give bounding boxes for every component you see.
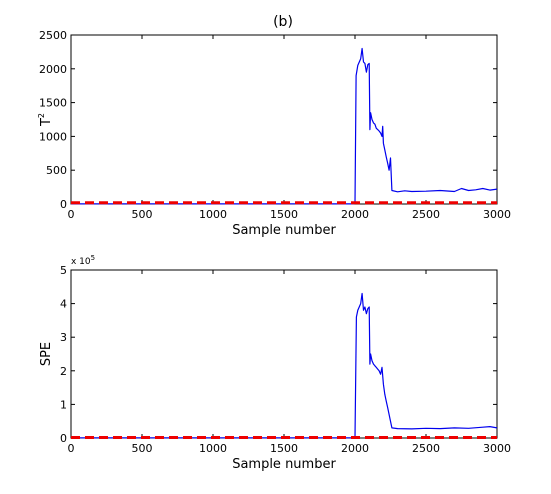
y-axis-label-text: SPE bbox=[39, 342, 54, 366]
x-tick-label: 3000 bbox=[483, 442, 511, 455]
y-tick-label: 1 bbox=[60, 398, 67, 411]
y-tick-label: 1000 bbox=[39, 130, 67, 143]
y-tick-label: 0 bbox=[60, 432, 67, 445]
axes-box bbox=[70, 269, 498, 439]
x-tick-label: 2500 bbox=[412, 442, 440, 455]
x-tick-label: 2500 bbox=[412, 208, 440, 221]
y-tick-label: 2500 bbox=[39, 29, 67, 42]
y-tick-label: 3 bbox=[60, 331, 67, 344]
x-axis-label: Sample number bbox=[232, 223, 336, 238]
y-tick-label: 500 bbox=[46, 164, 67, 177]
y-axis-label-superscript: 2 bbox=[37, 113, 46, 118]
x-tick-label: 1500 bbox=[270, 442, 298, 455]
y-exponent-power: 5 bbox=[91, 254, 95, 262]
figure-label: (b) bbox=[273, 14, 293, 30]
x-tick-label: 2000 bbox=[341, 208, 369, 221]
x-tick-label: 0 bbox=[68, 442, 75, 455]
y-tick-label: 2000 bbox=[39, 63, 67, 76]
x-tick-label: 1000 bbox=[199, 442, 227, 455]
y-axis-label: T2 bbox=[37, 113, 54, 127]
y-tick-label: 1500 bbox=[39, 97, 67, 110]
statistic-series-line bbox=[70, 47, 498, 205]
statistic-series-line bbox=[71, 292, 498, 439]
x-tick-label: 500 bbox=[132, 208, 153, 221]
y-tick-label: 4 bbox=[60, 298, 67, 311]
x-tick-label: 3000 bbox=[483, 208, 511, 221]
y-axis-label-text: T bbox=[39, 118, 54, 127]
y-tick-label: 2 bbox=[60, 365, 67, 378]
x-tick-label: 0 bbox=[68, 208, 75, 221]
t2-chart: 0 500 1000 1500 2000 2500 3000 0 500 1000 1500 2000… bbox=[37, 29, 511, 238]
x-axis-label: Sample number bbox=[232, 457, 336, 472]
y-tick-label: 5 bbox=[60, 264, 67, 277]
y-exponent-base: x 10 bbox=[71, 257, 91, 267]
x-tick-label: 1500 bbox=[270, 208, 298, 221]
axes-box bbox=[70, 34, 498, 205]
x-tick-label: 500 bbox=[132, 442, 153, 455]
y-tick-label: 0 bbox=[60, 198, 67, 211]
x-tick-label: 1000 bbox=[199, 208, 227, 221]
y-exponent-label: x 105 bbox=[71, 254, 95, 267]
x-tick-label: 2000 bbox=[341, 442, 369, 455]
y-axis-label: SPE bbox=[39, 342, 54, 366]
